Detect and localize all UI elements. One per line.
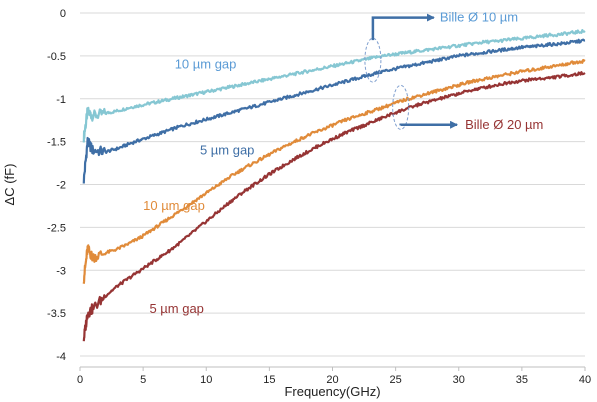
callout-bille-20-arrow [399, 120, 459, 129]
y-tick-label: -4 [56, 351, 66, 363]
y-tick-label: -1 [56, 94, 66, 106]
x-axis-label: Frequency(GHz) [284, 384, 380, 399]
label-10um-gap-top: 10 µm gap [175, 57, 237, 72]
x-tick-label: 10 [200, 374, 212, 386]
x-tick-label: 5 [140, 374, 146, 386]
y-tick-label: -3.5 [47, 308, 66, 320]
callout-bille-10-label: Bille Ø 10 µm [440, 10, 518, 25]
y-tick-label: -2.5 [47, 222, 66, 234]
y-tick-label: -3 [56, 265, 66, 277]
callout-bille-10-ellipse [364, 37, 382, 83]
series-line-3 [82, 70, 586, 342]
y-axis-label: ΔC (fF) [2, 164, 17, 206]
annotations: 10 µm gap 5 µm gap 10 µm gap 5 µm gap Bille … [143, 10, 543, 317]
y-tick-label: -0.5 [47, 51, 66, 63]
series-line-1 [82, 38, 586, 184]
series-lines [82, 29, 586, 342]
x-tick-label: 30 [453, 374, 465, 386]
label-5um-gap-bottom: 5 µm gap [149, 301, 203, 316]
series-line-0 [82, 29, 586, 143]
x-tick-label: 25 [390, 374, 402, 386]
x-tick-label: 40 [579, 374, 591, 386]
y-tick-label: -2 [56, 180, 66, 192]
x-tick-label: 0 [77, 374, 83, 386]
x-tick-label: 35 [516, 374, 528, 386]
grid-lines [80, 12, 585, 357]
label-5um-gap-top: 5 µm gap [200, 142, 254, 157]
y-tick-label: 0 [60, 8, 66, 20]
callout-bille-10-arrow [371, 13, 435, 41]
callout-bille-20-label: Bille Ø 20 µm [465, 117, 543, 132]
label-10um-gap-bottom: 10 µm gap [143, 198, 205, 213]
callout-bille-20-ellipse [392, 84, 410, 130]
y-tick-label: -1.5 [47, 137, 66, 149]
axes: 0 -0.5 -1 -1.5 -2 -2.5 -3 -3.5 -4 0 5 10 15 20 25 30 35 4… [47, 8, 591, 386]
x-tick-label: 20 [326, 374, 338, 386]
x-tick-label: 15 [263, 374, 275, 386]
series-line-2 [82, 58, 586, 284]
